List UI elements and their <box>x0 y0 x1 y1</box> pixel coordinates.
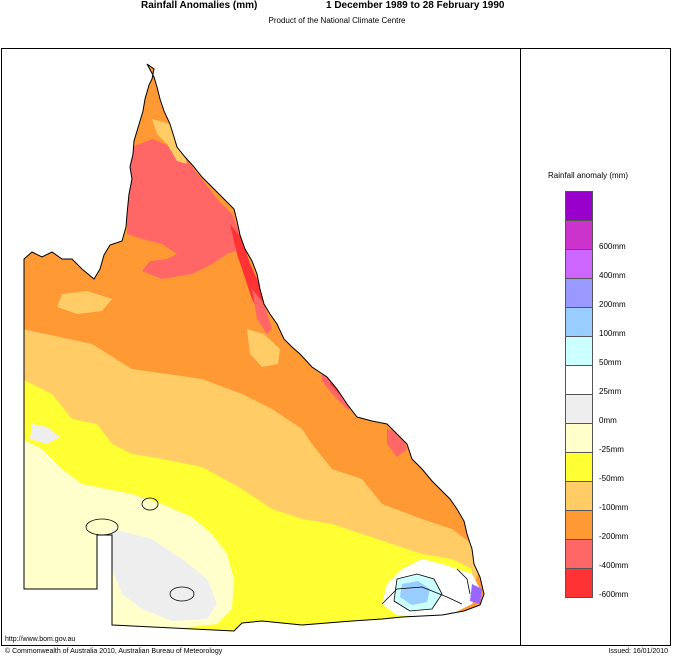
legend-label: -400mm <box>599 561 629 570</box>
map-title: Rainfall Anomalies (mm) 1 December 1989 … <box>0 0 674 14</box>
legend-label: -600mm <box>599 590 629 599</box>
legend-swatch <box>565 279 593 308</box>
legend-label: 25mm <box>599 387 622 396</box>
footer-copyright: © Commonwealth of Australia 2010, Austra… <box>5 648 223 655</box>
field-minus-400-north <box>127 139 242 279</box>
field-zero <box>112 529 217 621</box>
legend-swatch <box>565 366 593 395</box>
footer-url[interactable]: http://www.bom.gov.au <box>5 636 76 643</box>
legend-swatch <box>565 540 593 569</box>
legend-title: Rainfall anomaly (mm) <box>548 171 629 180</box>
legend-label: -25mm <box>599 445 624 454</box>
legend-swatch <box>565 250 593 279</box>
anomaly-fields <box>24 64 484 631</box>
state-border <box>23 63 485 632</box>
legend-label: -50mm <box>599 474 624 483</box>
legend-label: 50mm <box>599 358 622 367</box>
legend-swatch <box>565 191 593 221</box>
legend-swatch <box>565 482 593 511</box>
legend-swatch <box>565 424 593 453</box>
field-minus-100-cape <box>152 119 187 164</box>
legend-swatch <box>565 221 593 250</box>
legend-label: 600mm <box>599 242 626 251</box>
legend-swatch <box>565 308 593 337</box>
field-minus-100-gulf <box>57 291 112 314</box>
field-minus-600-coast <box>230 224 264 311</box>
field-minus-400-coast <box>252 289 272 334</box>
field-minus-100-inland <box>247 329 280 367</box>
footer-issued: Issued: 16/01/2010 <box>608 648 668 655</box>
map-frame <box>1 48 671 646</box>
legend-swatch <box>565 453 593 482</box>
legend-label: 400mm <box>599 271 626 280</box>
legend-label: 0mm <box>599 416 617 425</box>
queensland-map <box>23 63 485 632</box>
legend-label: -200mm <box>599 532 629 541</box>
subtitle: Product of the National Climate Centre <box>0 16 674 25</box>
legend-label: -100mm <box>599 503 629 512</box>
subtitle-text: Product of the National Climate Centre <box>268 16 406 25</box>
period-text: 1 December 1989 to 28 February 1990 <box>326 0 505 11</box>
legend-label: 100mm <box>599 329 626 338</box>
legend-label: 200mm <box>599 300 626 309</box>
legend-swatch <box>565 337 593 366</box>
contour-lines <box>85 497 471 612</box>
legend-swatch <box>565 511 593 540</box>
legend <box>565 191 593 598</box>
legend-swatch <box>565 569 593 598</box>
field-minus-50-inland <box>162 487 187 507</box>
field-plus-400 <box>470 584 482 604</box>
field-zero-west <box>30 424 60 444</box>
panel-divider <box>520 48 521 646</box>
legend-swatch <box>565 395 593 424</box>
title-text: Rainfall Anomalies (mm) <box>141 0 258 11</box>
